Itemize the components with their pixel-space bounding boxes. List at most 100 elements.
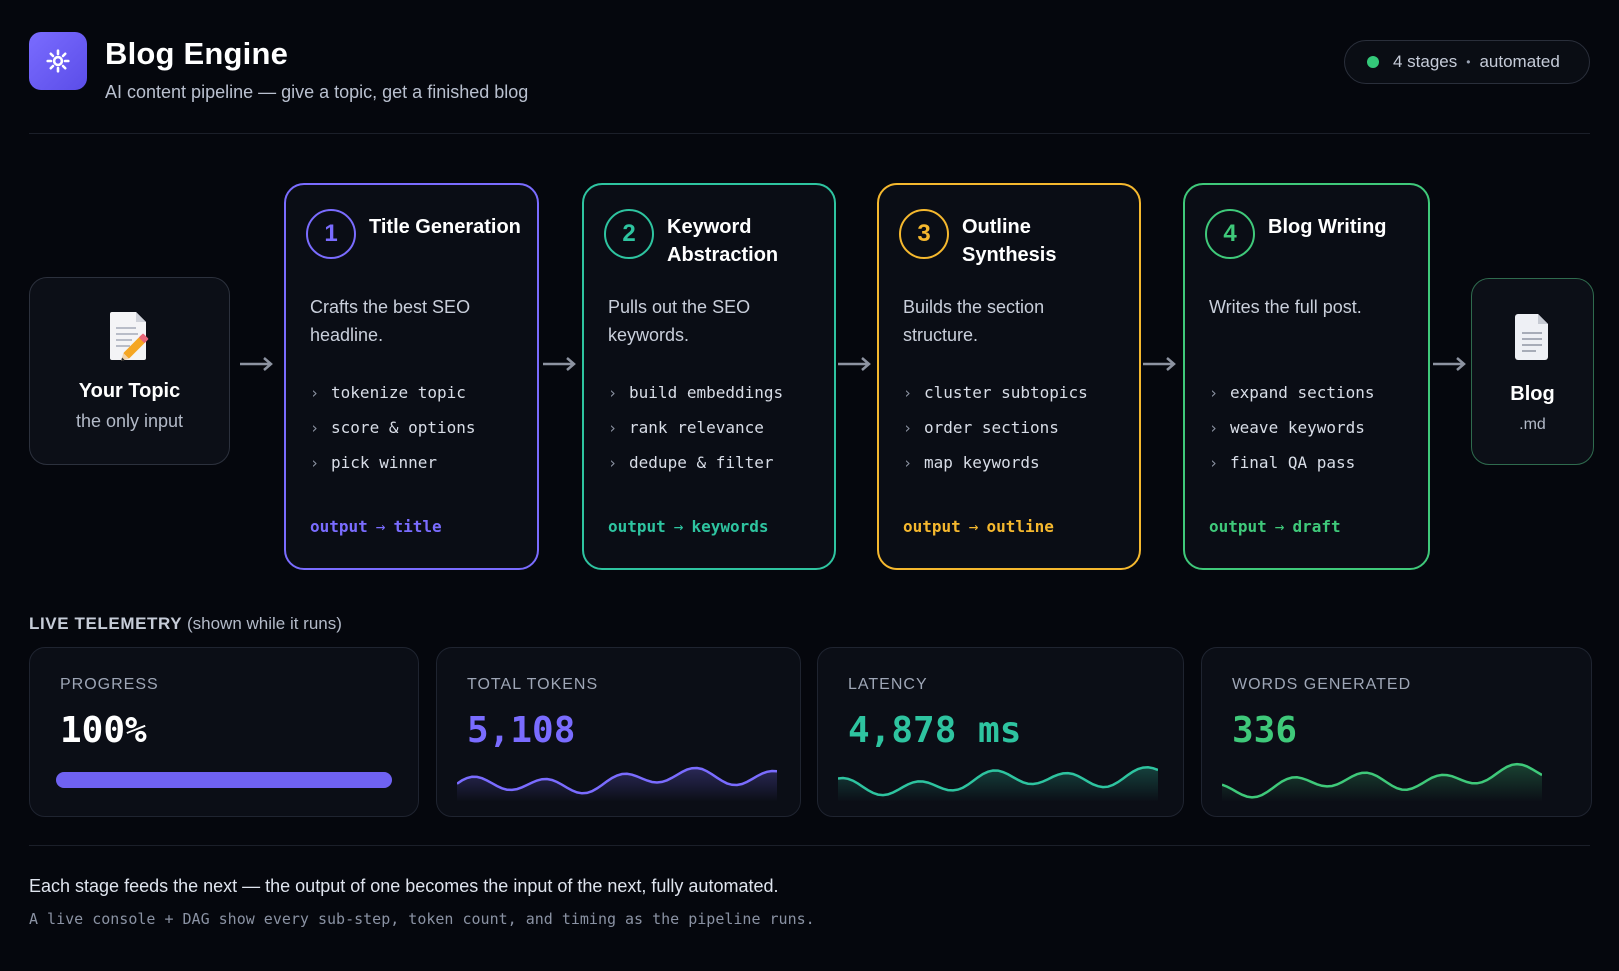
app-logo [29, 32, 87, 90]
input-sub: the only input [75, 411, 184, 431]
arrow-right-icon [838, 357, 871, 371]
metric-card-words: WORDS GENERATED 336 [1201, 647, 1592, 817]
stage-number: 4 [1205, 209, 1255, 259]
stage-output: output → outline [903, 517, 1054, 536]
stage-output-value: draft [1292, 517, 1341, 536]
stage-output-label: output [1209, 517, 1267, 536]
app-title: Blog Engine [105, 36, 289, 71]
stage-number: 1 [306, 209, 356, 259]
metric-value: 336 [1232, 710, 1298, 751]
metric-value: 4,878 ms [848, 710, 1022, 751]
stage-step: › map keywords [903, 445, 1088, 480]
stage-card-keyword-abstraction[interactable]: 2 Keyword Abstraction Pulls out the SEO ke… [582, 183, 836, 570]
header: Blog Engine AI content pipeline — give a… [29, 30, 1590, 102]
chevron-right-icon: › [903, 453, 913, 472]
stage-title: Title Generation [369, 216, 521, 238]
stage-output-arrow: → [673, 517, 684, 536]
stage-step: › pick winner [310, 445, 476, 480]
app-subtitle: AI content pipeline — give a topic, get … [105, 82, 529, 102]
stage-step: › expand sections [1209, 375, 1375, 410]
stage-step: › score & options [310, 410, 476, 445]
stage-card-blog-writing[interactable]: 4 Blog Writing Writes the full post. › expan… [1183, 183, 1430, 570]
stage-title: Outline Synthesis [962, 216, 1057, 266]
sparkline [1222, 762, 1542, 802]
header-divider [29, 133, 1590, 134]
status-badge: 4 stages • automated [1344, 40, 1590, 84]
footer-summary: Each stage feeds the next — the output o… [29, 876, 779, 896]
chevron-right-icon: › [608, 453, 618, 472]
chevron-right-icon: › [608, 383, 618, 402]
metric-label: LATENCY [848, 676, 928, 693]
sparkline [457, 766, 777, 802]
stage-steps: › cluster subtopics › order sections › map ke… [903, 375, 1088, 480]
stage-step: › cluster subtopics [903, 375, 1088, 410]
sparkline [838, 766, 1158, 802]
memo-pencil-icon [109, 312, 148, 361]
stage-step: › dedupe & filter [608, 445, 783, 480]
stage-output: output → draft [1209, 517, 1341, 536]
stage-steps: › build embeddings › rank relevance › dedupe … [608, 375, 783, 480]
stage-step-label: tokenize topic [331, 383, 466, 402]
sparkline-line [457, 766, 777, 795]
status-mode: automated [1479, 52, 1560, 71]
arrow-right-icon [543, 357, 576, 371]
input-label: Your Topic [78, 380, 181, 402]
metric-label: WORDS GENERATED [1232, 676, 1412, 693]
sparkline-line [1222, 762, 1542, 799]
stage-card-outline-synthesis[interactable]: 3 Outline Synthesis Builds the section str… [877, 183, 1141, 570]
sparkline-line [838, 766, 1158, 797]
chevron-right-icon: › [903, 383, 913, 402]
stage-step: › order sections [903, 410, 1088, 445]
stage-output-label: output [310, 517, 368, 536]
output-sub: .md [1519, 416, 1546, 433]
stage-description: Builds the section structure. [903, 297, 1045, 345]
status-dot [1367, 56, 1379, 68]
stage-title: Keyword Abstraction [667, 216, 779, 266]
metric-card-tokens: TOTAL TOKENS 5,108 [436, 647, 801, 817]
stage-output-value: keywords [691, 517, 769, 536]
stage-output-value: outline [986, 517, 1054, 536]
status-separator: • [1466, 55, 1471, 69]
stage-output: output → keywords [608, 517, 769, 536]
progress-bar [56, 772, 392, 788]
stage-step-label: pick winner [331, 453, 437, 472]
stage-output-value: title [393, 517, 442, 536]
document-icon [1514, 314, 1548, 360]
stage-step-label: dedupe & filter [629, 453, 774, 472]
chevron-right-icon: › [608, 418, 618, 437]
stage-step-label: order sections [924, 418, 1059, 437]
stage-step-label: rank relevance [629, 418, 764, 437]
stage-step: › build embeddings [608, 375, 783, 410]
chevron-right-icon: › [310, 383, 320, 402]
stage-step: › rank relevance [608, 410, 783, 445]
stage-output: output → title [310, 517, 442, 536]
arrow-right-icon [240, 357, 273, 371]
gear-icon [46, 49, 70, 73]
sparkline-area [838, 767, 1158, 802]
stage-step-label: final QA pass [1230, 453, 1356, 472]
telemetry-heading: LIVE TELEMETRY (shown while it runs) [29, 614, 342, 634]
stage-output-arrow: → [1274, 517, 1285, 536]
telemetry-note: (shown while it runs) [186, 614, 342, 633]
stage-description: Pulls out the SEO keywords. [608, 297, 751, 345]
stage-step-label: expand sections [1230, 383, 1375, 402]
stage-output-arrow: → [968, 517, 979, 536]
stage-step-label: score & options [331, 418, 476, 437]
chevron-right-icon: › [310, 418, 320, 437]
chevron-right-icon: › [1209, 383, 1219, 402]
metric-label: PROGRESS [60, 676, 159, 693]
stage-step: › final QA pass [1209, 445, 1375, 480]
stage-steps: › tokenize topic › score & options › pick win… [310, 375, 476, 480]
stage-steps: › expand sections › weave keywords › final QA… [1209, 375, 1375, 480]
stage-description: Crafts the best SEO headline. [310, 297, 471, 345]
metric-value: 100% [60, 710, 147, 751]
stage-step-label: map keywords [924, 453, 1040, 472]
telemetry-title: LIVE TELEMETRY [29, 614, 183, 633]
metric-value: 5,108 [467, 710, 576, 751]
sparkline-area [1222, 764, 1542, 802]
stage-output-label: output [608, 517, 666, 536]
chevron-right-icon: › [310, 453, 320, 472]
stage-card-title-generation[interactable]: 1 Title Generation Crafts the best SEO hea… [284, 183, 539, 570]
stage-number: 2 [604, 209, 654, 259]
chevron-right-icon: › [1209, 453, 1219, 472]
